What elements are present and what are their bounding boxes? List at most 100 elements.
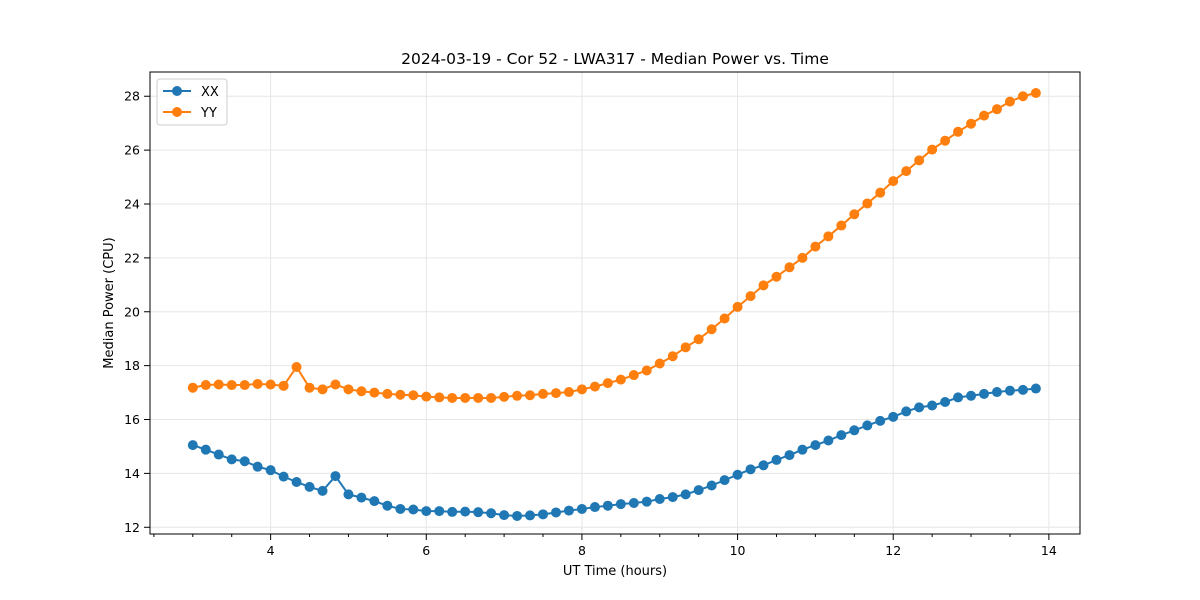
data-point xyxy=(784,450,795,461)
data-point xyxy=(888,411,899,422)
data-point xyxy=(888,176,899,187)
data-point xyxy=(810,440,821,451)
data-point xyxy=(551,388,562,399)
data-point xyxy=(706,324,717,335)
data-point xyxy=(589,502,600,513)
y-tick-label: 26 xyxy=(124,143,140,158)
data-point xyxy=(667,351,678,362)
data-point xyxy=(628,370,639,381)
data-point xyxy=(434,506,445,517)
data-point xyxy=(823,231,834,242)
data-point xyxy=(1030,383,1041,394)
data-point xyxy=(408,504,419,515)
data-point xyxy=(745,464,756,475)
data-point xyxy=(758,280,769,291)
data-point xyxy=(693,485,704,496)
y-axis: 12 14 16 18 20 22 24 26 28 xyxy=(124,89,150,535)
data-point xyxy=(927,400,938,411)
data-point xyxy=(849,209,860,220)
data-point xyxy=(1030,88,1041,99)
data-point xyxy=(460,392,471,403)
data-point xyxy=(434,392,445,403)
data-point xyxy=(421,391,432,402)
data-point xyxy=(810,241,821,252)
data-point xyxy=(680,342,691,353)
data-point xyxy=(382,500,393,511)
data-point xyxy=(991,104,1002,115)
data-point xyxy=(836,430,847,441)
data-point xyxy=(538,509,549,520)
data-point xyxy=(602,378,613,389)
y-tick-label: 16 xyxy=(124,412,140,427)
data-point xyxy=(797,252,808,263)
data-point xyxy=(330,379,341,390)
data-point xyxy=(667,492,678,503)
data-point xyxy=(187,440,198,451)
data-point xyxy=(901,406,912,417)
data-point xyxy=(991,387,1002,398)
x-tick-label: 10 xyxy=(730,543,746,558)
data-point xyxy=(447,506,458,517)
legend-item-yy: YY xyxy=(163,106,217,121)
data-point xyxy=(343,384,354,395)
data-point xyxy=(382,388,393,399)
data-point xyxy=(927,144,938,155)
data-point xyxy=(862,198,873,209)
data-point xyxy=(563,387,574,398)
data-point xyxy=(615,374,626,385)
legend-label: XX xyxy=(201,85,219,100)
data-point xyxy=(719,475,730,486)
legend-marker xyxy=(172,86,182,96)
data-point xyxy=(213,449,224,460)
data-point xyxy=(576,384,587,395)
data-point xyxy=(291,361,302,372)
legend: XX YY xyxy=(156,78,228,126)
data-point xyxy=(979,388,990,399)
data-point xyxy=(278,380,289,391)
data-point xyxy=(317,384,328,395)
data-point xyxy=(1004,96,1015,107)
data-point xyxy=(421,506,432,517)
data-point xyxy=(1017,91,1028,102)
data-point xyxy=(771,271,782,282)
data-point xyxy=(706,480,717,491)
data-point xyxy=(356,386,367,397)
data-point xyxy=(966,118,977,129)
data-point xyxy=(369,387,380,398)
y-tick-label: 22 xyxy=(124,250,140,265)
data-point xyxy=(615,499,626,510)
data-point xyxy=(499,391,510,402)
data-point xyxy=(641,496,652,507)
data-point xyxy=(460,506,471,517)
data-point xyxy=(369,496,380,507)
x-tick-label: 12 xyxy=(885,543,901,558)
data-point xyxy=(940,397,951,407)
data-point xyxy=(641,365,652,376)
y-tick-label: 24 xyxy=(124,197,140,212)
x-axis-label: UT Time (hours) xyxy=(563,564,667,579)
data-point xyxy=(447,392,458,403)
y-tick-label: 28 xyxy=(124,89,140,104)
y-tick-label: 18 xyxy=(124,358,140,373)
x-tick-label: 4 xyxy=(267,543,275,558)
data-point xyxy=(265,465,276,476)
data-point xyxy=(1004,385,1015,396)
data-point xyxy=(356,492,367,503)
data-point xyxy=(486,508,497,519)
data-point xyxy=(512,390,523,401)
data-point xyxy=(771,454,782,465)
data-point xyxy=(654,358,665,369)
legend-marker xyxy=(172,107,182,117)
data-point xyxy=(200,380,211,391)
data-point xyxy=(784,262,795,273)
y-tick-label: 14 xyxy=(124,466,140,481)
data-point xyxy=(213,379,224,390)
data-point xyxy=(291,477,302,488)
data-point xyxy=(473,507,484,518)
data-point xyxy=(680,489,691,500)
data-point xyxy=(486,392,497,403)
data-point xyxy=(732,469,743,480)
series-yy xyxy=(187,88,1041,403)
legend-label: YY xyxy=(200,106,217,121)
